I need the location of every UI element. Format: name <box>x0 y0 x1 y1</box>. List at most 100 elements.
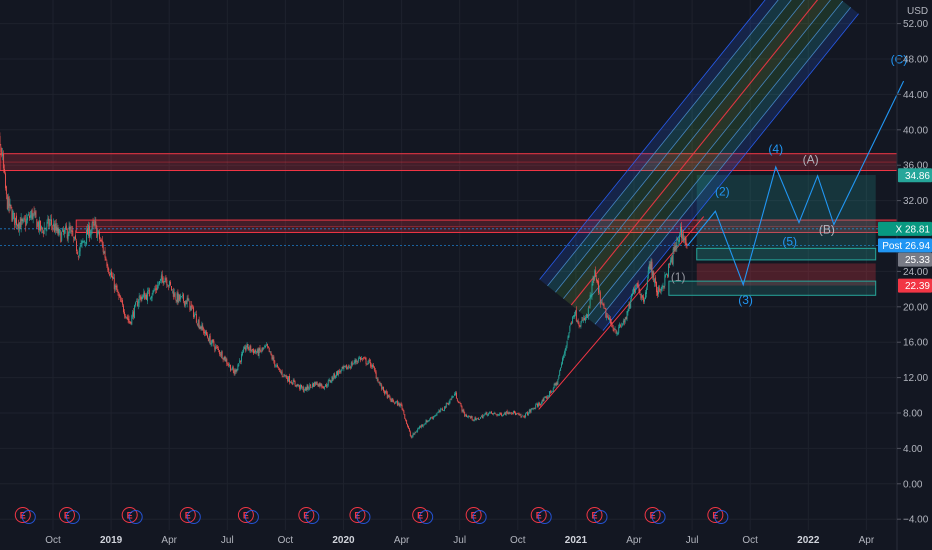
y-tick-label: 32.00 <box>903 196 928 207</box>
candle-body <box>411 436 413 438</box>
candle-body <box>425 420 427 425</box>
candle-body <box>473 419 475 421</box>
candle-body <box>618 327 620 334</box>
candle-body <box>92 221 94 224</box>
candle-body <box>383 386 385 392</box>
candle-body <box>437 411 439 413</box>
candle-body <box>328 379 330 381</box>
price-axis[interactable]: USD 52.0048.0044.0040.0036.0032.0024.002… <box>897 6 929 526</box>
candle-body <box>42 231 44 234</box>
candle-body <box>71 230 73 233</box>
candle-body <box>594 270 596 280</box>
candle-body <box>678 239 680 243</box>
price-tags: 34.86 X 28.81 Post 26.94 25.33 22.39 <box>878 168 932 293</box>
candle-body <box>188 299 190 301</box>
candle-body <box>528 409 530 413</box>
candle-body <box>343 366 345 369</box>
earnings-marker-ring <box>186 510 201 524</box>
candle-body <box>664 275 666 286</box>
candle-body <box>591 283 593 297</box>
candle-body <box>243 346 245 349</box>
candle-body <box>348 366 349 368</box>
candle-body <box>163 281 165 284</box>
candle-body <box>455 392 457 399</box>
wave-label: (2) <box>715 184 730 198</box>
candle-body <box>147 291 148 302</box>
candle-body <box>253 349 254 354</box>
candle-body <box>180 296 182 300</box>
candle-body <box>206 334 208 338</box>
candle-body <box>138 296 140 304</box>
candle-body <box>49 222 51 226</box>
y-tick-label: −4.00 <box>903 515 929 526</box>
candle-body <box>153 290 155 292</box>
candle-body <box>97 232 99 237</box>
candle-body <box>16 215 17 226</box>
candle-body <box>470 416 472 418</box>
candle-body <box>61 232 63 241</box>
candle-body <box>50 219 52 221</box>
y-tick-label: 16.00 <box>903 338 928 349</box>
candle-body <box>374 370 376 373</box>
candle-body <box>659 291 661 293</box>
candle-body <box>660 289 662 291</box>
candle-body <box>445 402 447 408</box>
candle-body <box>10 204 12 208</box>
candle-body <box>552 388 554 392</box>
projection-path <box>687 80 905 287</box>
candle-body <box>639 291 641 295</box>
candle-body <box>649 264 651 270</box>
candle-body <box>112 276 114 279</box>
y-tick-label: 12.00 <box>903 373 928 384</box>
wave-label: (3) <box>738 293 753 307</box>
candle-body <box>587 308 589 317</box>
candle-body <box>614 328 616 330</box>
candle-body <box>421 424 423 426</box>
candle-body <box>369 359 371 362</box>
candle-body <box>187 297 189 301</box>
price-tag-label: 22.39 <box>905 281 930 292</box>
candle-body <box>86 229 88 245</box>
candle-body <box>330 380 332 383</box>
candle-body <box>170 281 171 285</box>
candle-body <box>82 240 84 242</box>
candle-body <box>197 320 199 325</box>
candle-body <box>543 398 545 402</box>
candle-body <box>396 401 397 403</box>
candle-body <box>238 363 240 367</box>
time-axis[interactable]: Oct 2019 Apr Jul Oct 2020 Apr Jul Oct 2021 Apr Jul O… <box>45 535 875 546</box>
candle-body <box>196 323 198 325</box>
candle-body <box>227 364 229 366</box>
candle-body <box>686 244 688 246</box>
candle-body <box>511 412 513 414</box>
candle-body <box>531 408 533 410</box>
candle-body <box>199 326 201 329</box>
candle-body <box>549 391 551 397</box>
candle-body <box>652 271 654 278</box>
candle-body <box>35 210 37 218</box>
candle-body <box>41 227 43 230</box>
candle-body <box>684 238 686 241</box>
candle-body <box>171 286 172 291</box>
candle-body <box>452 395 454 398</box>
x-tick-label: Oct <box>510 535 526 546</box>
candle-body <box>596 278 598 281</box>
candle-body <box>336 371 337 377</box>
candle-body <box>498 414 500 416</box>
candle-body <box>408 428 410 432</box>
candle-body <box>612 327 614 331</box>
candle-body <box>672 249 674 265</box>
candle-body <box>149 297 151 299</box>
candle-body <box>515 413 517 415</box>
candle-body <box>623 320 625 323</box>
candle-body <box>115 286 117 288</box>
candle-body <box>548 395 550 397</box>
candle-body <box>248 349 250 350</box>
candle-body <box>223 356 225 360</box>
candle-body <box>194 314 196 316</box>
candle-body <box>331 377 333 382</box>
channel-band <box>563 0 818 306</box>
candle-body <box>459 403 461 404</box>
